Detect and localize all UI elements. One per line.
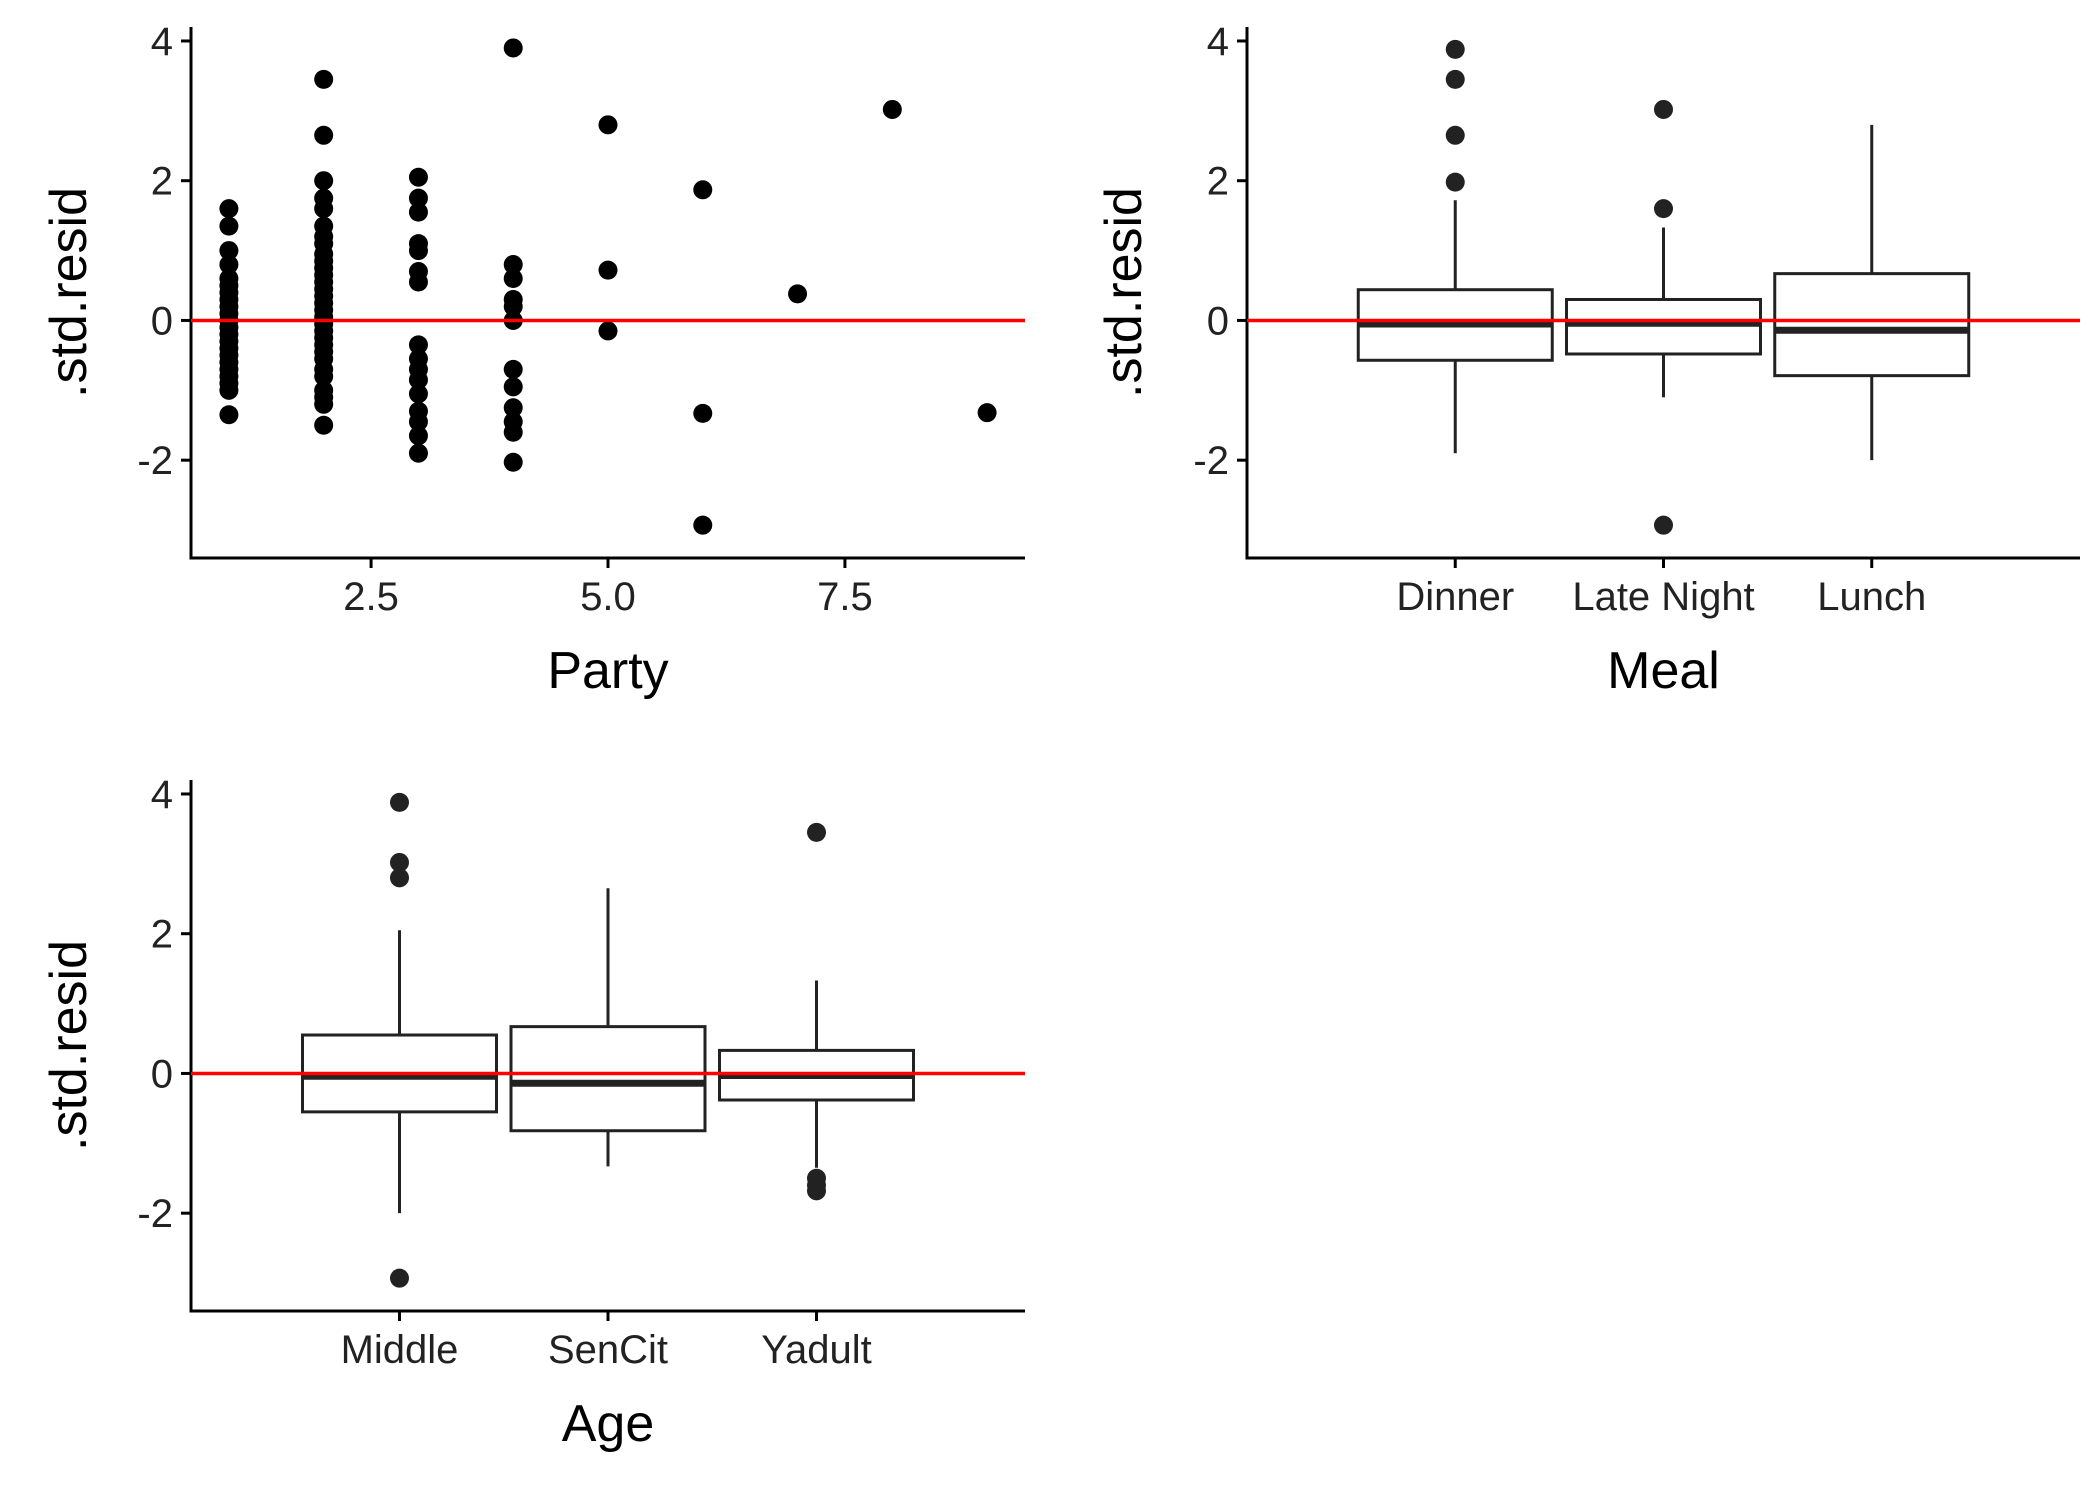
data-point	[408, 272, 428, 292]
data-point	[314, 366, 334, 386]
data-point	[693, 403, 713, 423]
axis-lines	[1245, 27, 2080, 560]
data-point	[314, 69, 334, 89]
data-point	[693, 515, 713, 535]
y-axis-title: .std.resid	[1095, 187, 1153, 398]
data-point	[408, 370, 428, 390]
data-point	[408, 443, 428, 463]
outlier-point	[390, 792, 409, 812]
box-middle	[301, 792, 498, 1288]
outlier-point	[390, 868, 409, 888]
y-tick-label: 0	[151, 1052, 173, 1096]
data-point	[314, 415, 334, 435]
data-point	[408, 188, 428, 208]
data-point	[882, 99, 902, 119]
data-point	[788, 284, 808, 304]
y-tick-label: 4	[1207, 20, 1229, 64]
box-body	[509, 1025, 707, 1133]
data-point	[503, 398, 523, 418]
outlier-point	[1654, 199, 1673, 219]
data-point	[503, 269, 523, 289]
data-point	[408, 412, 428, 432]
data-point	[503, 38, 523, 58]
data-point	[977, 403, 997, 423]
x-tick-label: 7.5	[817, 575, 873, 619]
data-point	[219, 405, 239, 425]
box-sencit	[509, 888, 707, 1167]
data-point	[503, 296, 523, 316]
data-point	[408, 202, 428, 222]
data-point	[219, 241, 239, 261]
data-point	[503, 255, 523, 275]
data-point	[693, 180, 713, 200]
data-point	[598, 321, 618, 341]
axis-lines	[189, 27, 1025, 560]
x-axis-title: Party	[547, 642, 668, 700]
data-point	[219, 199, 239, 219]
box-dinner	[1356, 39, 1554, 454]
data-point	[314, 171, 334, 191]
outlier-point	[807, 822, 826, 842]
box-late-night	[1565, 99, 1762, 535]
outlier-point	[1654, 515, 1673, 535]
x-axis-title: Age	[562, 1395, 655, 1453]
outlier-point	[1445, 125, 1465, 145]
y-tick-label: 0	[151, 299, 173, 343]
x-axis-title: Meal	[1607, 642, 1720, 700]
box-body	[1773, 272, 1971, 378]
data-point	[314, 199, 334, 219]
y-tick-label: -2	[137, 1192, 173, 1236]
outlier-point	[1445, 69, 1465, 89]
data-point	[408, 335, 428, 355]
data-point	[314, 125, 334, 145]
data-point	[408, 241, 428, 261]
outlier-point	[1445, 172, 1465, 192]
y-axis-title: .std.resid	[40, 940, 98, 1151]
data-point	[219, 216, 239, 236]
y-tick-label: -2	[137, 439, 173, 483]
data-point	[408, 167, 428, 187]
box-lunch	[1773, 124, 1971, 461]
data-point	[503, 422, 523, 442]
x-tick-label: Dinner	[1396, 575, 1514, 619]
y-tick-label: 2	[151, 160, 173, 204]
panel-age: 4 2 0 -2 Middle SenCit Yadult Age .std.resid	[40, 773, 1025, 1453]
data-point	[598, 115, 618, 135]
axis-lines	[189, 780, 1025, 1313]
outlier-point	[1654, 99, 1673, 119]
y-tick-label: 4	[151, 20, 173, 64]
outlier-point	[807, 1181, 826, 1201]
y-tick-label: 0	[1207, 299, 1229, 343]
outlier-point	[390, 1268, 409, 1288]
x-tick-label: 2.5	[343, 575, 399, 619]
panel-meal: 4 2 0 -2 Dinner Late Night Lunch Meal .std.resid	[1095, 20, 2080, 700]
x-tick-label: Late Night	[1572, 575, 1754, 619]
data-point	[408, 384, 428, 404]
data-point	[503, 359, 523, 379]
y-tick-label: 2	[151, 913, 173, 957]
data-point	[503, 452, 523, 472]
data-point	[314, 394, 334, 414]
x-tick-label: 5.0	[580, 575, 636, 619]
panel-party: 4 2 0 -2 2.5 5.0 7.5 Party .std.resid	[40, 20, 1025, 700]
data-point	[219, 380, 239, 400]
data-point	[503, 377, 523, 397]
x-tick-label: Lunch	[1817, 575, 1926, 619]
y-tick-label: 2	[1207, 160, 1229, 204]
y-tick-label: 4	[151, 773, 173, 817]
x-tick-label: Middle	[341, 1328, 459, 1372]
y-tick-label: -2	[1193, 439, 1229, 483]
outlier-point	[1445, 39, 1465, 59]
data-point	[408, 426, 428, 446]
outlier-point	[390, 852, 409, 872]
x-tick-label: SenCit	[548, 1328, 668, 1372]
y-axis-title: .std.resid	[40, 187, 98, 398]
data-point	[598, 260, 618, 280]
box-yadult	[718, 822, 915, 1201]
x-tick-label: Yadult	[761, 1328, 871, 1372]
data-point	[219, 255, 239, 275]
